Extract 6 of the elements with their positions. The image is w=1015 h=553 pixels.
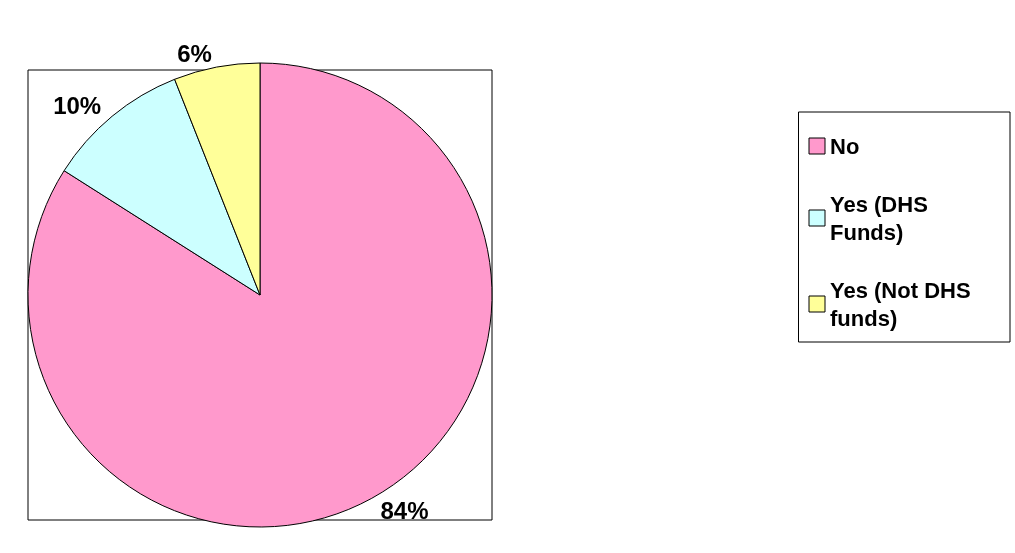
legend-label: Yes (Not DHS funds): [830, 277, 977, 331]
data-label: 6%: [177, 39, 212, 67]
legend-label: Yes (DHS Funds): [830, 191, 934, 245]
legend-label: No: [830, 133, 860, 159]
data-label: 84%: [380, 497, 429, 525]
data-label: 10%: [53, 91, 102, 119]
